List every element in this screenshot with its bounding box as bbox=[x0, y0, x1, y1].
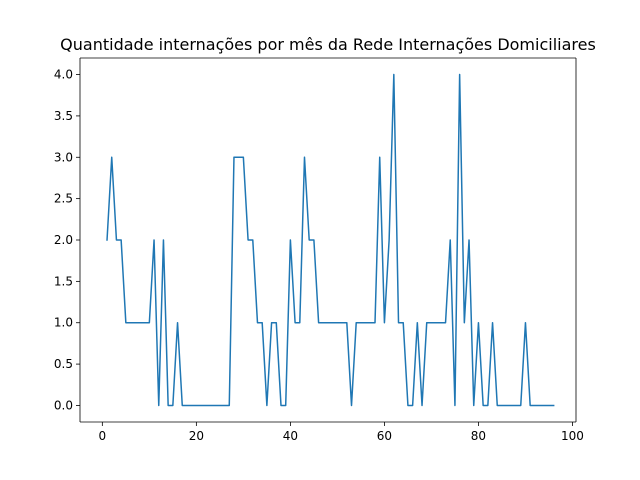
y-tick-label: 3.0 bbox=[54, 150, 73, 164]
y-tick-label: 4.0 bbox=[54, 68, 73, 82]
x-tick-label: 100 bbox=[561, 429, 584, 443]
y-tick-label: 2.0 bbox=[54, 233, 73, 247]
x-tick-label: 20 bbox=[189, 429, 204, 443]
y-tick-label: 1.5 bbox=[54, 274, 73, 288]
y-tick-label: 0.5 bbox=[54, 357, 73, 371]
x-tick-label: 40 bbox=[283, 429, 298, 443]
y-tick-label: 1.0 bbox=[54, 316, 73, 330]
x-tick-label: 80 bbox=[471, 429, 486, 443]
x-tick-label: 0 bbox=[99, 429, 107, 443]
y-tick-label: 3.5 bbox=[54, 109, 73, 123]
x-tick-label: 60 bbox=[377, 429, 392, 443]
y-tick-label: 2.5 bbox=[54, 192, 73, 206]
plot-area: 0 20 40 60 80 100 0.0 0.5 1.0 1.5 2.0 2.5 3.0 3.5 4.0 bbox=[54, 57, 584, 443]
series-line-0 bbox=[106, 73, 555, 407]
y-tick-label: 0.0 bbox=[54, 398, 73, 412]
chart-title: Quantidade internações por mês da Rede I… bbox=[60, 35, 596, 54]
